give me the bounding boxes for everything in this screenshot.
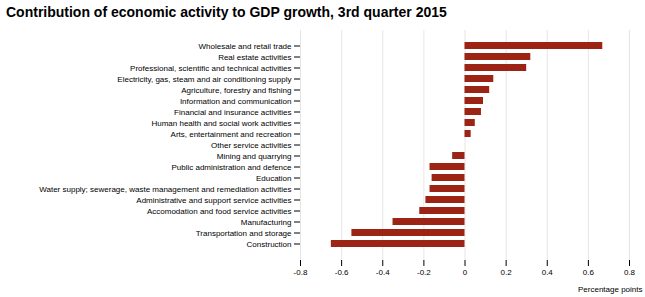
- svg-text:-0.8: -0.8: [294, 268, 308, 277]
- svg-text:0.4: 0.4: [542, 268, 554, 277]
- svg-text:-0.2: -0.2: [417, 268, 431, 277]
- svg-text:Transportation and storage: Transportation and storage: [196, 229, 292, 238]
- svg-text:Mining and quarrying: Mining and quarrying: [217, 152, 292, 161]
- svg-text:0.8: 0.8: [624, 268, 636, 277]
- svg-text:0.2: 0.2: [501, 268, 513, 277]
- svg-text:Manufacturing: Manufacturing: [241, 218, 292, 227]
- svg-text:Accomodation and food service: Accomodation and food service activities: [147, 207, 292, 216]
- svg-text:Administrative and support ser: Administrative and support service activ…: [136, 196, 291, 205]
- svg-text:Human health and social work a: Human health and social work activities: [151, 119, 291, 128]
- svg-text:-0.6: -0.6: [335, 268, 349, 277]
- svg-text:Financial and insurance activi: Financial and insurance activities: [174, 108, 291, 117]
- svg-text:Electricity, gas, steam and ai: Electricity, gas, steam and air conditio…: [117, 75, 291, 84]
- svg-text:Construction: Construction: [247, 240, 292, 249]
- svg-text:0: 0: [463, 268, 468, 277]
- html-text:Contribution of economic activ: Contribution of economic activity to GDP…: [6, 4, 447, 20]
- svg-text:Real estate activities: Real estate activities: [218, 53, 291, 62]
- svg-text:Education: Education: [256, 174, 292, 183]
- svg-text:Percentage points: Percentage points: [578, 285, 643, 294]
- svg-text:Information and communication: Information and communication: [180, 97, 292, 106]
- svg-text:-0.4: -0.4: [376, 268, 390, 277]
- svg-text:0.6: 0.6: [583, 268, 595, 277]
- svg-text:Arts, entertainment and recrea: Arts, entertainment and recreation: [171, 130, 292, 139]
- svg-text:Public administration and defe: Public administration and defence: [171, 163, 292, 172]
- svg-text:Professional, scientific and t: Professional, scientific and technical a…: [130, 64, 291, 73]
- svg-text:Agriculture, forestry and fish: Agriculture, forestry and fishing: [181, 86, 291, 95]
- svg-text:Wholesale and retail trade: Wholesale and retail trade: [199, 42, 292, 51]
- svg-text:Water supply; sewerage, waste: Water supply; sewerage, waste management…: [39, 185, 291, 194]
- svg-text:Other service activities: Other service activities: [211, 141, 291, 150]
